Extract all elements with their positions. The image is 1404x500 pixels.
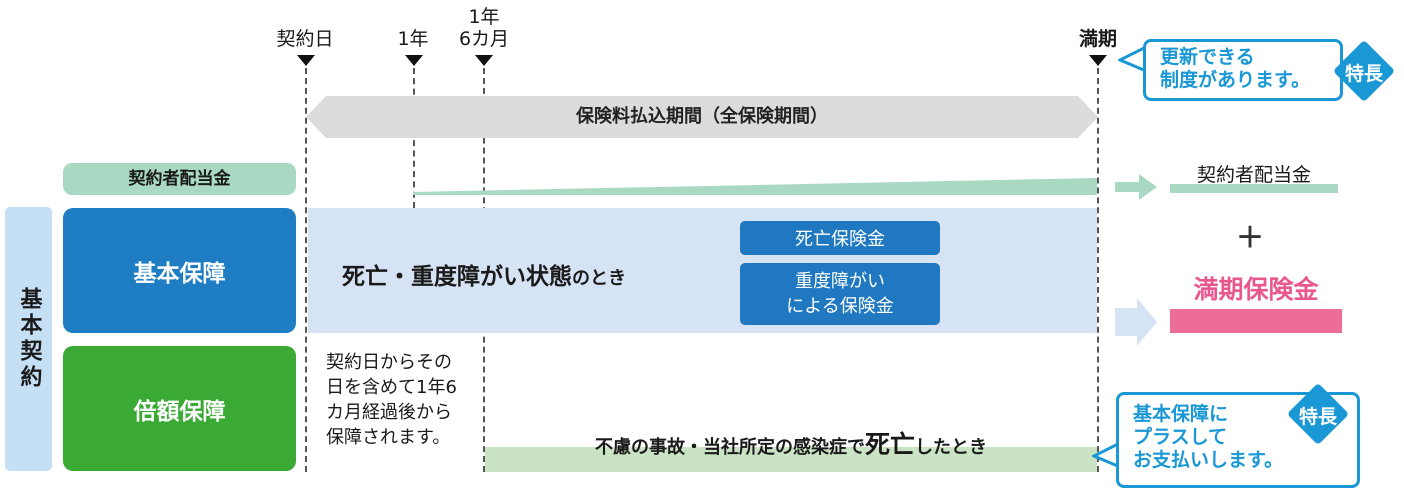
marker-triangle-icon [405,55,423,66]
note-line: 契約日からその [326,352,452,373]
label-18-months: 1年 6カ月 [449,6,519,50]
feature-badge-label: 特長 [1298,406,1337,428]
arrow-right-icon [1115,174,1157,200]
marker-triangle-icon [475,55,493,66]
timeline-line [1097,68,1099,472]
maturity-benefit-label: 満期保険金 [1193,275,1319,304]
dividend-label: 契約者配当金 [63,163,296,195]
callout-line: お支払いします。 [1133,449,1284,471]
double-coverage-label: 倍額保障 [63,346,296,471]
label-line: 1年 [468,6,500,28]
condition-suffix: のとき [572,268,626,289]
benefit-line: による保険金 [786,296,894,317]
basic-coverage-condition: 死亡・重度障がい状態のとき [342,257,626,291]
double-coverage-band [485,447,1097,472]
double-coverage-condition: 不慮の事故・当社所定の感染症で死亡したとき [485,425,1097,461]
death-benefit-box: 死亡保険金 [740,221,940,255]
dividend-bar [1170,184,1338,193]
maturity-benefit-bar [1170,309,1342,333]
label-contract-day: 契約日 [276,28,334,50]
note-line: カ月経過後から [326,402,452,423]
label-one-year: 1年 [397,28,429,50]
basic-coverage-label: 基本保障 [63,208,296,333]
label-maturity: 満期 [1078,28,1117,50]
marker-triangle-icon [1089,55,1107,66]
arrow-right-icon [1115,298,1157,346]
note-line: 日を含めて1年6 [326,377,457,398]
timeline-line [305,68,307,472]
feature-badge-label: 特長 [1344,63,1383,85]
premium-period-label: 保険料払込期間（全保険期間） [576,106,828,127]
callout-line: 基本保障に [1133,403,1229,425]
dividend-result-label: 契約者配当金 [1196,164,1311,186]
dividend-wedge [413,178,1097,195]
marker-triangle-icon [297,55,315,66]
disability-benefit-box: 重度障がい による保険金 [740,263,940,325]
callout-line: プラスして [1133,426,1228,448]
note-line: 保障されます。 [326,427,451,448]
condition-main: 死亡 [864,430,915,459]
premium-period-arrow [306,96,1098,138]
double-coverage-note: 契約日からその 日を含めて1年6 カ月経過後から 保障されます。 [326,350,457,450]
timeline-line [413,68,415,208]
callout-line: 更新できる [1160,46,1255,68]
condition-suffix: したとき [915,437,987,458]
callout-line: 制度があります。 [1160,69,1311,91]
label-line: 6カ月 [458,28,510,50]
callout-renewal: 更新できる 制度があります。 [1143,39,1343,101]
condition-main: 死亡・重度障がい状態 [342,264,572,290]
plus-icon: ＋ [1235,221,1264,254]
benefit-line: 重度障がい [795,271,885,292]
basic-contract-label: 基本契約 [5,207,52,471]
condition-prefix: 不慮の事故・当社所定の感染症で [594,437,865,458]
basic-coverage-band [308,208,1097,333]
